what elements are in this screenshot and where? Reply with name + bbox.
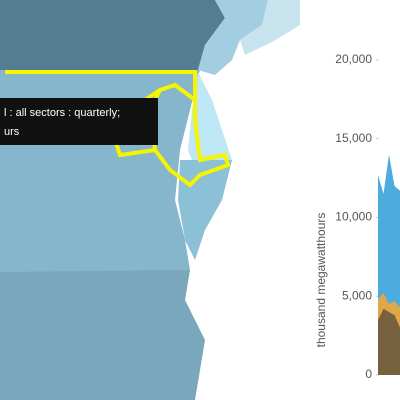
y-tick-label: 20,000 [335,52,372,66]
state-region[interactable] [198,0,268,75]
y-axis-title: thousand megawatthours [314,213,328,348]
tooltip-text: l : all sectors : quarterly; [4,107,120,119]
tooltip-text: urs [4,126,20,138]
tooltip [0,98,158,145]
area [378,308,400,375]
chart: 0 5,000 10,000 15,000 20,000 [335,52,400,381]
state-region[interactable] [0,270,205,400]
y-tick-label: 15,000 [335,131,372,145]
state-region[interactable] [240,0,300,55]
y-tick-label: 10,000 [335,210,372,224]
y-tick-label: 0 [365,367,372,381]
state-region[interactable] [0,0,225,70]
y-tick-label: 5,000 [342,288,372,302]
state-outline[interactable] [5,70,231,188]
